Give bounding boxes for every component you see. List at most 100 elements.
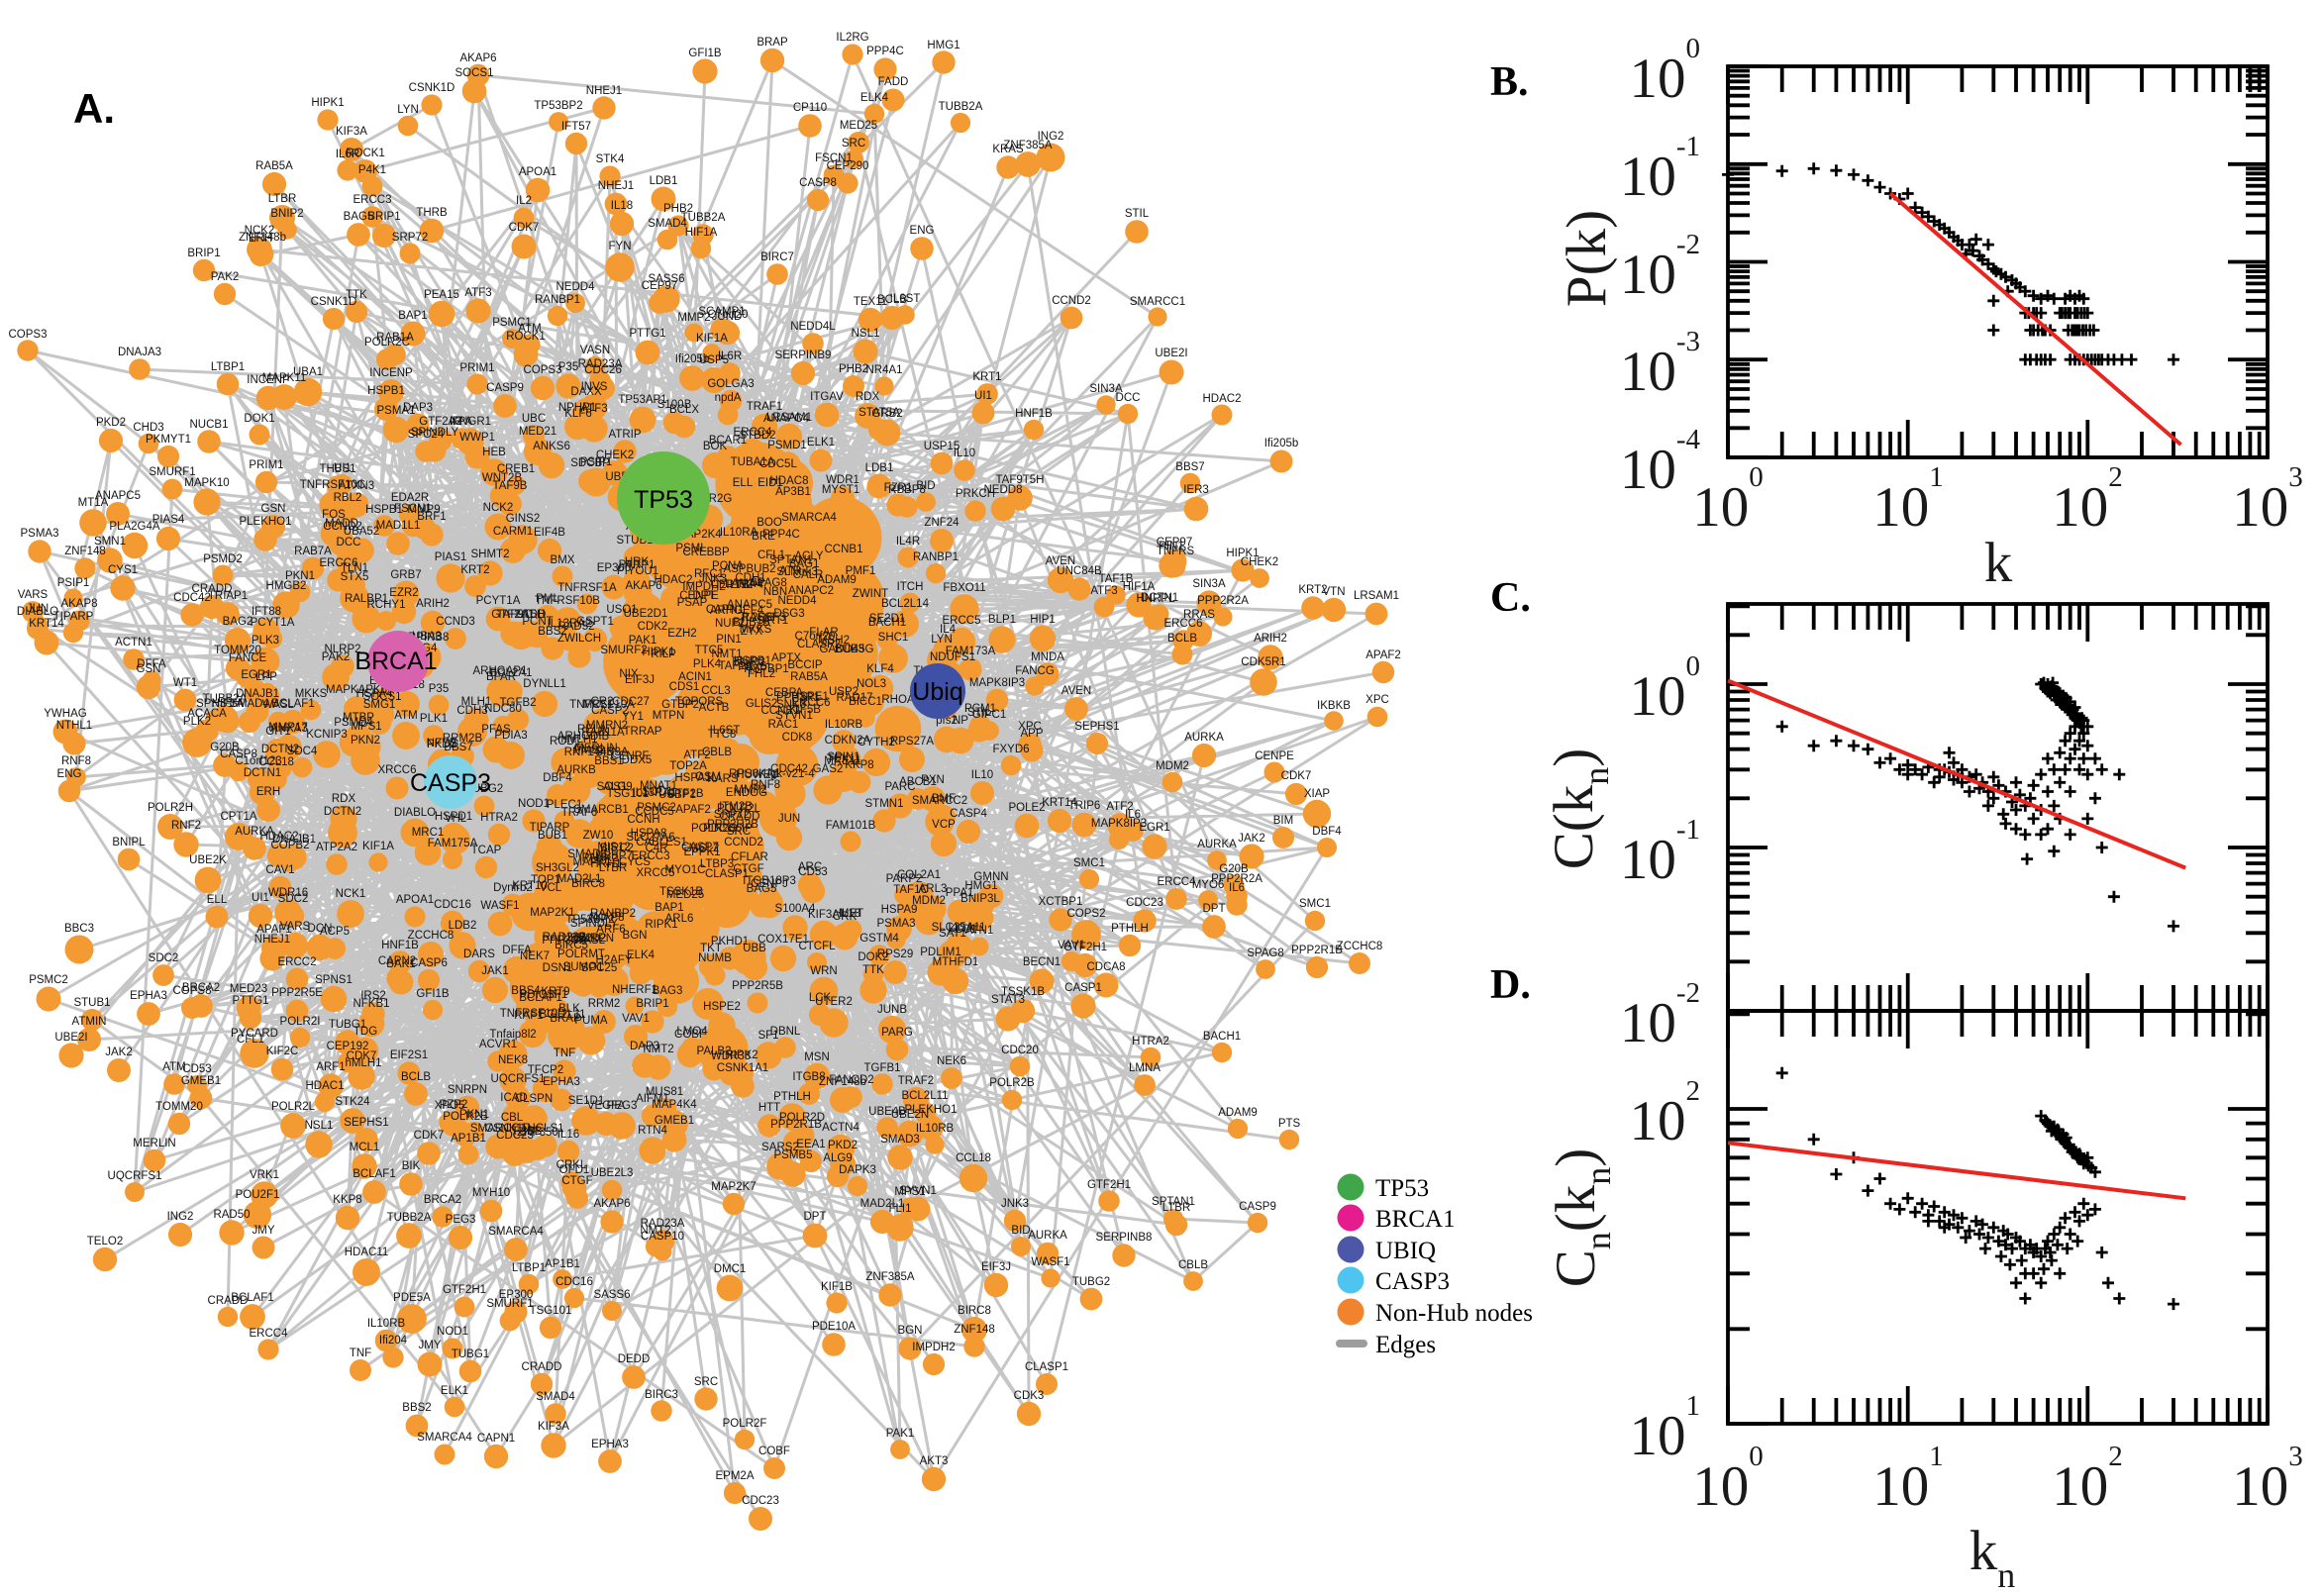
svg-text:GFI1B: GFI1B xyxy=(416,988,450,1000)
svg-text:NCK2: NCK2 xyxy=(483,502,514,514)
svg-text:RPS27A: RPS27A xyxy=(890,736,934,748)
svg-text:PPP3R1: PPP3R1 xyxy=(776,692,820,704)
svg-text:CCL18: CCL18 xyxy=(956,1152,991,1164)
svg-text:BACH1: BACH1 xyxy=(868,617,906,629)
svg-text:CYS1: CYS1 xyxy=(108,564,138,576)
svg-text:PARC: PARC xyxy=(884,781,915,793)
svg-text:FLAR: FLAR xyxy=(809,627,838,639)
svg-text:EIF2S1: EIF2S1 xyxy=(390,1049,428,1061)
svg-text:CENPF: CENPF xyxy=(611,750,650,762)
svg-text:WWP1: WWP1 xyxy=(459,432,495,444)
svg-text:GMEB1: GMEB1 xyxy=(655,1115,694,1127)
svg-text:SDC4: SDC4 xyxy=(287,746,318,757)
svg-text:BCCIP: BCCIP xyxy=(787,659,822,671)
svg-text:TOP2A: TOP2A xyxy=(669,760,707,772)
svg-text:CDC26: CDC26 xyxy=(584,364,622,376)
svg-text:COX17E1: COX17E1 xyxy=(758,934,809,946)
svg-text:COPB2: COPB2 xyxy=(271,840,310,851)
svg-text:HCLS1: HCLS1 xyxy=(527,1123,563,1135)
svg-text:HIF1A: HIF1A xyxy=(212,698,245,710)
svg-text:DARS: DARS xyxy=(463,948,495,960)
svg-text:WASF1: WASF1 xyxy=(480,900,519,912)
svg-text:SMAD4: SMAD4 xyxy=(536,1391,575,1403)
svg-text:ARHGEF4: ARHGEF4 xyxy=(710,605,764,617)
svg-text:GTF2B: GTF2B xyxy=(666,788,703,800)
svg-text:AP3B1: AP3B1 xyxy=(775,486,811,498)
svg-text:CDK7: CDK7 xyxy=(509,222,540,234)
svg-text:KIF2C: KIF2C xyxy=(266,1046,299,1057)
svg-text:kn: kn xyxy=(1970,1520,2016,1595)
svg-text:HDAC11: HDAC11 xyxy=(345,1247,389,1258)
svg-text:PTTG1: PTTG1 xyxy=(232,995,268,1007)
svg-text:ITGB18P3: ITGB18P3 xyxy=(743,875,796,887)
svg-text:JAK1: JAK1 xyxy=(481,965,509,977)
svg-text:SPAG8: SPAG8 xyxy=(1247,948,1284,959)
svg-text:ARHGDIB: ARHGDIB xyxy=(557,731,610,743)
svg-text:MET: MET xyxy=(840,908,863,920)
svg-text:HSPA1L: HSPA1L xyxy=(674,772,718,784)
svg-text:TCAP: TCAP xyxy=(471,845,502,856)
svg-text:IL18: IL18 xyxy=(611,200,633,212)
svg-text:ANAPC2: ANAPC2 xyxy=(788,585,834,597)
svg-text:SMURF1: SMURF1 xyxy=(149,466,195,478)
svg-text:SMC1: SMC1 xyxy=(1073,857,1105,869)
svg-text:VTN: VTN xyxy=(1323,586,1346,598)
svg-text:PTHLH: PTHLH xyxy=(1111,923,1149,935)
svg-text:IL10RA: IL10RA xyxy=(720,527,758,539)
svg-text:SERPINB9: SERPINB9 xyxy=(775,349,832,361)
svg-text:MMRN2: MMRN2 xyxy=(586,720,628,732)
svg-text:XCTBP1: XCTBP1 xyxy=(1039,896,1083,908)
svg-text:ZNF148b: ZNF148b xyxy=(819,1076,866,1088)
svg-text:ERCC6: ERCC6 xyxy=(792,697,831,709)
svg-text:Ubiq: Ubiq xyxy=(912,678,962,706)
svg-text:EPHA3: EPHA3 xyxy=(591,1439,629,1450)
svg-text:APP: APP xyxy=(1020,728,1043,740)
svg-text:MAPK11: MAPK11 xyxy=(262,372,307,384)
svg-text:NEK7: NEK7 xyxy=(520,950,550,962)
svg-text:UBE2L3: UBE2L3 xyxy=(591,1167,634,1179)
svg-text:ZNF148b: ZNF148b xyxy=(239,232,286,244)
svg-text:SASS6: SASS6 xyxy=(593,1289,630,1301)
svg-text:TUBB2A: TUBB2A xyxy=(681,212,726,224)
svg-text:VARS: VARS xyxy=(280,921,311,933)
svg-text:SPAG8: SPAG8 xyxy=(750,577,787,589)
svg-text:C4R: C4R xyxy=(645,843,667,854)
svg-text:TRRAP: TRRAP xyxy=(624,726,662,738)
svg-text:PSMA1: PSMA1 xyxy=(377,405,416,417)
svg-text:PIN1: PIN1 xyxy=(1159,541,1184,552)
svg-text:SCAMP1: SCAMP1 xyxy=(698,306,745,318)
svg-text:PEA15: PEA15 xyxy=(424,289,459,301)
svg-text:CRADD: CRADD xyxy=(720,811,760,823)
svg-text:BFAR: BFAR xyxy=(486,671,516,683)
svg-text:PUMA: PUMA xyxy=(574,1015,608,1027)
svg-text:PLK4: PLK4 xyxy=(693,658,722,670)
svg-text:RTN4: RTN4 xyxy=(638,1125,667,1137)
svg-text:MSN: MSN xyxy=(804,1051,830,1063)
svg-text:KRT14: KRT14 xyxy=(1042,797,1077,809)
svg-text:NP: NP xyxy=(953,715,968,727)
svg-text:BCLX: BCLX xyxy=(669,404,699,416)
svg-text:PARG: PARG xyxy=(881,1027,913,1039)
svg-text:AURKA: AURKA xyxy=(1184,732,1224,744)
svg-text:CAPN2: CAPN2 xyxy=(378,955,416,967)
svg-text:BRAP: BRAP xyxy=(550,1013,581,1025)
svg-text:XPC: XPC xyxy=(1018,721,1042,733)
svg-text:NR4A1: NR4A1 xyxy=(865,364,902,376)
svg-text:MAD2L1: MAD2L1 xyxy=(860,1198,905,1210)
svg-text:XPC: XPC xyxy=(1365,694,1389,706)
svg-text:ABCB1: ABCB1 xyxy=(899,776,937,788)
svg-text:BIRC5: BIRC5 xyxy=(555,940,588,951)
svg-text:IL6: IL6 xyxy=(1125,809,1141,821)
svg-text:Non-Hub nodes: Non-Hub nodes xyxy=(1375,1300,1533,1327)
svg-text:TP53AP1: TP53AP1 xyxy=(618,394,666,406)
svg-text:101: 101 xyxy=(1630,1390,1701,1467)
svg-text:IKBKB: IKBKB xyxy=(1317,700,1351,712)
svg-text:UBIQ: UBIQ xyxy=(1375,1238,1436,1264)
svg-text:PLEKHO1: PLEKHO1 xyxy=(239,516,291,528)
svg-text:SMAD4: SMAD4 xyxy=(648,218,687,230)
svg-text:MCL1: MCL1 xyxy=(350,1142,380,1153)
svg-text:DPT: DPT xyxy=(1203,903,1226,915)
svg-text:SNRPN: SNRPN xyxy=(448,1084,487,1096)
svg-text:BCL2A1: BCL2A1 xyxy=(490,667,533,679)
svg-text:MKKS: MKKS xyxy=(295,688,328,700)
